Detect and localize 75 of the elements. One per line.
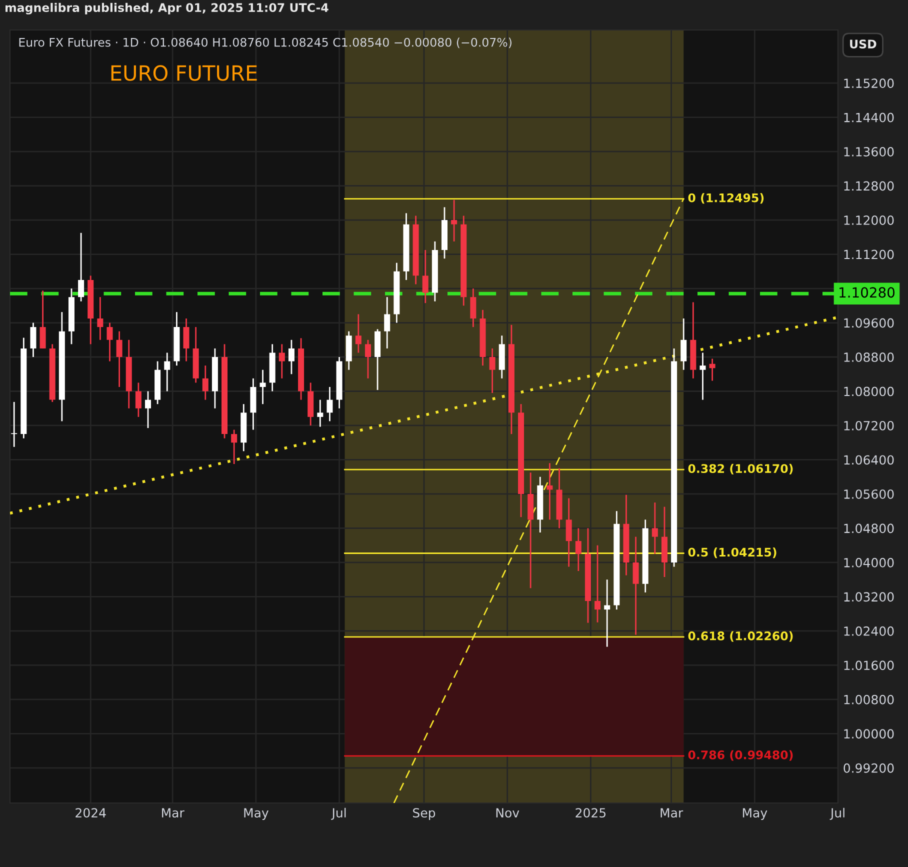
ref-line-label: 0.5 (1.04215) <box>688 548 776 558</box>
y-tick-label: 1.13600 <box>844 147 894 156</box>
y-tick-label: 1.08800 <box>844 352 894 362</box>
candlestick <box>384 296 390 350</box>
annotation: Euro FX Futures · 1D · O1.08640 H1.08760 L1.08245 C1.08540 −0.00080 (−0.07%) <box>19 38 512 48</box>
candlestick <box>288 339 294 375</box>
candlestick <box>164 352 170 392</box>
candlestick <box>489 348 496 394</box>
candlestick <box>422 249 428 304</box>
y-tick-label: 1.01600 <box>844 660 894 670</box>
candlestick <box>355 314 362 354</box>
y-tick-label: 1.12800 <box>844 181 894 191</box>
x-tick-label: 2024 <box>76 808 106 818</box>
text: EURO FUTURE <box>111 65 257 81</box>
candlestick <box>594 544 601 624</box>
ref-line-label: 0.618 (1.02260) <box>688 631 793 642</box>
candlestick <box>116 330 122 388</box>
y-tick-label: 1.04800 <box>844 524 894 534</box>
candlestick <box>106 322 113 362</box>
candlestick <box>11 401 18 448</box>
candlestick <box>604 578 610 648</box>
candlestick <box>183 318 190 362</box>
y-tick-label: 1.02400 <box>844 626 894 636</box>
x-tick-label: Jul <box>830 808 844 820</box>
y-tick-label: 1.06400 <box>844 455 894 465</box>
candlestick <box>231 429 238 465</box>
x-tick-label: Mar <box>660 808 684 818</box>
candlestick <box>652 502 658 555</box>
x-tick-label: May <box>742 808 768 820</box>
x-tick-label: Mar <box>162 808 184 818</box>
ref-line-label: 0.786 (0.99480) <box>688 750 793 761</box>
y-tick-label: 1.04000 <box>844 558 894 568</box>
candlestick <box>135 382 142 418</box>
candlestick <box>709 358 716 382</box>
x-tick-label: Jul <box>331 808 346 820</box>
candlestick <box>326 386 333 422</box>
x-tick-label: Sep <box>413 808 436 820</box>
y-tick-label: 1.07200 <box>844 420 894 430</box>
y-tick-label: 1.14400 <box>844 112 894 122</box>
ref-line-label: 0 (1.12495) <box>688 193 764 204</box>
candlestick <box>40 290 46 350</box>
ref-line-label: 0.382 (1.06170) <box>688 464 793 474</box>
x-tick-label: 2025 <box>576 808 606 818</box>
y-tick-label: 1.15200 <box>844 78 894 88</box>
x-tick-label: Nov <box>496 808 520 818</box>
candlestick <box>470 288 476 328</box>
candlestick <box>364 339 371 380</box>
ref-line-label: 1.10280 <box>840 287 895 298</box>
candlestick <box>700 352 706 400</box>
y-tick-label: 1.12000 <box>844 216 894 225</box>
candlestick <box>632 536 639 636</box>
y-tick-label: 1.00800 <box>844 694 894 704</box>
candlestick <box>680 318 687 371</box>
candlestick <box>566 498 572 568</box>
text: magnelibra published, Apr 01, 2025 11:07 UTC-4 <box>6 2 328 14</box>
candlestick <box>317 399 324 428</box>
candlestick <box>30 322 36 358</box>
x-tick-label: May <box>244 808 268 820</box>
candlestick <box>260 369 266 405</box>
y-tick-label: 1.08000 <box>844 386 894 396</box>
y-tick-label: 1.11200 <box>844 250 894 260</box>
candlestick <box>144 390 152 429</box>
y-tick-label: 1.00000 <box>844 729 894 739</box>
y-tick-label: 1.09600 <box>844 318 894 328</box>
candlestick <box>97 296 104 341</box>
y-tick-label: 1.03200 <box>844 592 894 602</box>
candlestick <box>202 364 208 400</box>
candlestick <box>546 462 553 520</box>
y-tick-label: 0.99200 <box>844 763 894 773</box>
candlestick <box>575 528 582 572</box>
y-tick-label: 1.05600 <box>844 489 894 499</box>
text: USD <box>850 40 876 49</box>
candlestick <box>451 199 458 242</box>
candlestick <box>278 343 285 380</box>
candlestick <box>78 232 84 302</box>
